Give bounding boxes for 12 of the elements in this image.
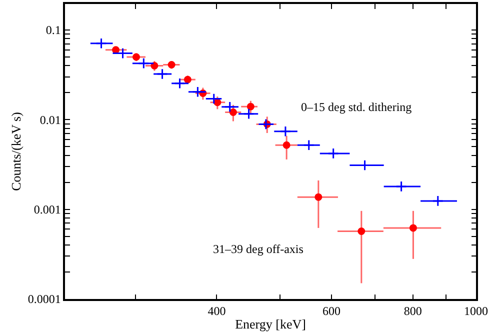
annotation: 0–15 deg std. dithering: [301, 100, 412, 114]
y-tick-label: 0.0001: [28, 292, 61, 306]
x-tick-label: 400: [208, 304, 226, 318]
x-tick-label: 600: [322, 304, 340, 318]
annotation: 31–39 deg off-axis: [213, 242, 304, 256]
x-tick-label: 1000: [464, 304, 488, 318]
y-tick-label: 0.1: [46, 23, 61, 38]
y-axis-title: Counts/(keV s): [8, 112, 24, 191]
y-tick-label: 0.01: [40, 112, 61, 127]
x-axis-title: Energy [keV]: [235, 316, 306, 332]
y-tick-label: 0.001: [34, 202, 61, 217]
x-tick-label: 800: [404, 304, 422, 318]
